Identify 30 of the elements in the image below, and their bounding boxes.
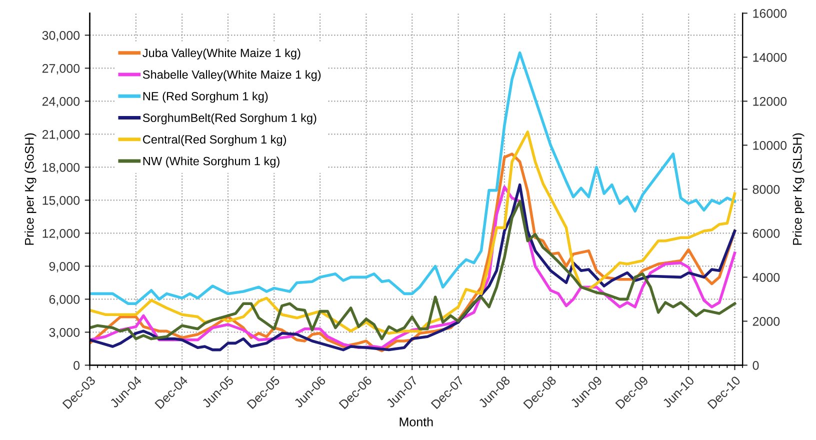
y2-tick-label: 4000: [752, 273, 780, 282]
y-tick-label: 3,000: [49, 328, 80, 338]
y2-tick-label: 2000: [752, 317, 780, 326]
y-tick-label: 30,000: [42, 31, 80, 42]
y-tick-label: 24,000: [42, 97, 80, 108]
y2-tick-label: 16000: [753, 9, 787, 18]
y-tick-label: 9,000: [49, 262, 80, 272]
y2-tick-label: 12000: [753, 97, 787, 106]
legend-label: NW (White Sorghum 1 kg): [143, 156, 280, 168]
y-tick-label: 15,000: [42, 196, 80, 206]
y2-tick-label: 0: [752, 361, 759, 370]
legend-label: Central(Red Sorghum 1 kg): [143, 134, 286, 146]
y-tick-label: 0: [74, 361, 80, 370]
y-tick-label: 27,000: [42, 64, 80, 74]
y2-tick-label: 6000: [752, 229, 780, 238]
y-tick-label: 6,000: [49, 295, 80, 306]
legend-label: Shabelle Valley(White Maize 1 kg): [142, 70, 321, 82]
y-tick-label: 21,000: [42, 130, 80, 140]
legend-label: SorghumBelt(Red Sorghum 1 kg): [142, 113, 316, 124]
x-axis-title: Month: [400, 417, 433, 426]
y2-tick-label: 10000: [753, 141, 787, 150]
y2-tick-label: 8000: [752, 185, 780, 194]
line-series: [90, 130, 736, 335]
y-tick-label: 12,000: [42, 229, 80, 240]
y2-axis-title: Price per Kg (SLSH): [792, 133, 804, 245]
y2-tick-label: 14000: [753, 53, 787, 62]
legend-label: NE (Red Sorghum 1 kg): [143, 92, 268, 103]
y-axis-title: Price per Kg (SoSH): [24, 133, 36, 245]
y-tick-label: 18,000: [42, 163, 80, 174]
legend-label: Juba Valley(White Maize 1 kg): [142, 48, 300, 60]
